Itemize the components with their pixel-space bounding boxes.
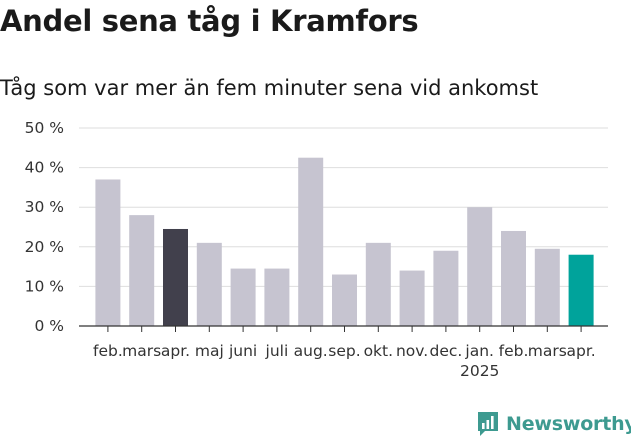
x-tick-label: nov. [396,342,428,360]
bars [95,157,594,326]
bar [568,254,594,326]
x-tick-label: juni [228,342,257,360]
bar [196,242,222,326]
bar [467,207,493,326]
bar [230,268,256,326]
x-tick-label: mars [528,342,567,360]
bar [534,248,560,326]
x-year-label: 2025 [460,362,499,380]
bar [264,268,290,326]
y-tick-label: 40 % [25,159,64,177]
bar [163,228,188,326]
x-tick-label: apr. [566,342,595,360]
y-tick-label: 30 % [25,198,64,216]
y-axis-ticks: 0 % 10 % 20 % 30 % 40 % 50 % [25,119,64,335]
chart-subtitle: Tåg som var mer än fem minuter sena vid … [0,76,539,100]
x-tick-label: dec. [429,342,462,360]
newsworthy-logo: Newsworthy [476,409,631,439]
y-tick-label: 50 % [25,119,64,137]
chart-title: Andel sena tåg i Kramfors [0,4,419,38]
y-tick-label: 20 % [25,238,64,256]
bar [365,242,391,326]
x-axis-ticks: feb. mars apr. maj juni juli aug. sep. okt. nov. d… [93,326,596,380]
x-tick-label: apr. [161,342,190,360]
bar [298,157,324,326]
x-tick-label: jan. [464,342,494,360]
x-tick-label: mars [122,342,161,360]
x-tick-label: sep. [328,342,360,360]
x-tick-label: aug. [294,342,328,360]
x-tick-label: feb. [499,342,529,360]
y-tick-label: 0 % [34,317,64,335]
bar [332,274,357,326]
x-tick-label: maj [195,342,224,360]
logo-text: Newsworthy [506,413,631,435]
x-tick-label: feb. [93,342,123,360]
bar [129,215,155,326]
bar [433,250,459,326]
bar [95,179,121,326]
newsworthy-bar-chart-icon [478,412,498,436]
bar [399,270,425,326]
y-tick-label: 10 % [25,277,64,295]
x-tick-label: juli [265,342,289,360]
bar [501,230,526,326]
gridlines [79,127,608,287]
x-tick-label: okt. [364,342,393,360]
